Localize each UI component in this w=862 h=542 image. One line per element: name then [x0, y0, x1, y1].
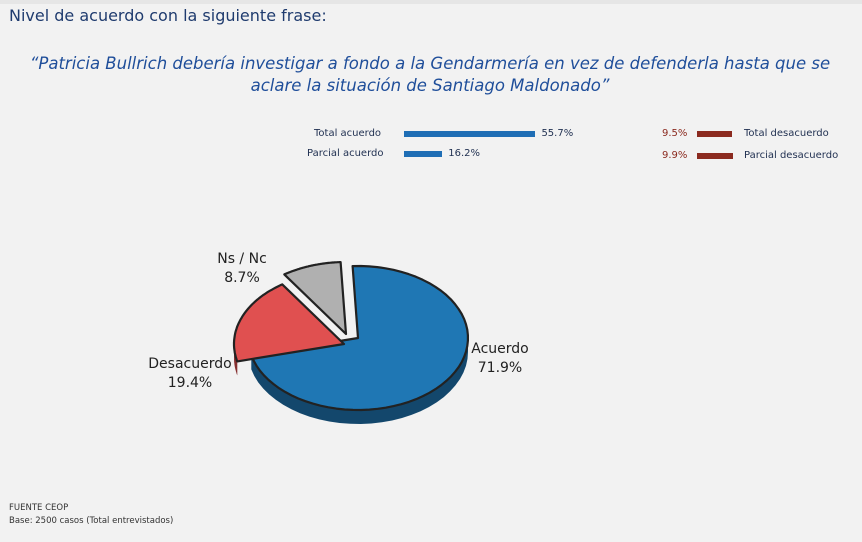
- bar-label-parcial-desacuerdo: Parcial desacuerdo: [744, 150, 839, 161]
- pie-label-nsnc: Ns / Nc 8.7%: [206, 250, 278, 288]
- bar-label-total-acuerdo: Total acuerdo: [314, 128, 382, 139]
- pie-label-nsnc-name: Ns / Nc: [217, 251, 267, 267]
- bar-value-total-acuerdo: 55.7%: [541, 128, 574, 139]
- quote-line-1: “Patricia Bullrich debería investigar a …: [29, 54, 831, 73]
- pie-label-nsnc-value: 8.7%: [224, 270, 260, 286]
- footer-base: Base: 2500 casos (Total entrevistados): [9, 516, 174, 526]
- quote-line-2: aclare la situación de Santiago Maldonad…: [250, 76, 610, 95]
- bar-total-acuerdo: [404, 131, 536, 137]
- page-title: Nivel de acuerdo con la siguiente frase:: [9, 6, 327, 25]
- pie-label-acuerdo: Acuerdo 71.9%: [457, 340, 543, 378]
- pie-slice-desacuerdo: [232, 283, 346, 363]
- pie-label-desacuerdo-value: 19.4%: [167, 375, 213, 391]
- pie-slice-ns-nc: [283, 261, 348, 336]
- bar-parcial-desacuerdo: [697, 153, 734, 159]
- bar-parcial-acuerdo: [404, 151, 443, 157]
- bar-value-parcial-acuerdo: 16.2%: [448, 148, 480, 159]
- bar-label-total-desacuerdo: Total desacuerdo: [744, 128, 829, 139]
- pie-label-desacuerdo: Desacuerdo 19.4%: [140, 355, 240, 393]
- footer-source: FUENTE CEOP: [9, 503, 69, 513]
- pie-label-acuerdo-value: 71.9%: [477, 360, 523, 376]
- pie-slice-acuerdo: [250, 264, 469, 412]
- bar-label-parcial-acuerdo: Parcial acuerdo: [307, 148, 384, 159]
- bar-value-total-desacuerdo: 9.5%: [662, 128, 688, 139]
- pie-side-0: [251, 338, 468, 424]
- quote-text: “Patricia Bullrich debería investigar a …: [20, 53, 840, 97]
- pie-label-desacuerdo-name: Desacuerdo: [148, 356, 232, 372]
- bar-total-desacuerdo: [697, 131, 732, 137]
- pie-tops: [232, 261, 469, 412]
- header-bar: [0, 0, 862, 4]
- pie-label-acuerdo-name: Acuerdo: [471, 341, 529, 357]
- bar-value-parcial-desacuerdo: 9.9%: [662, 150, 688, 161]
